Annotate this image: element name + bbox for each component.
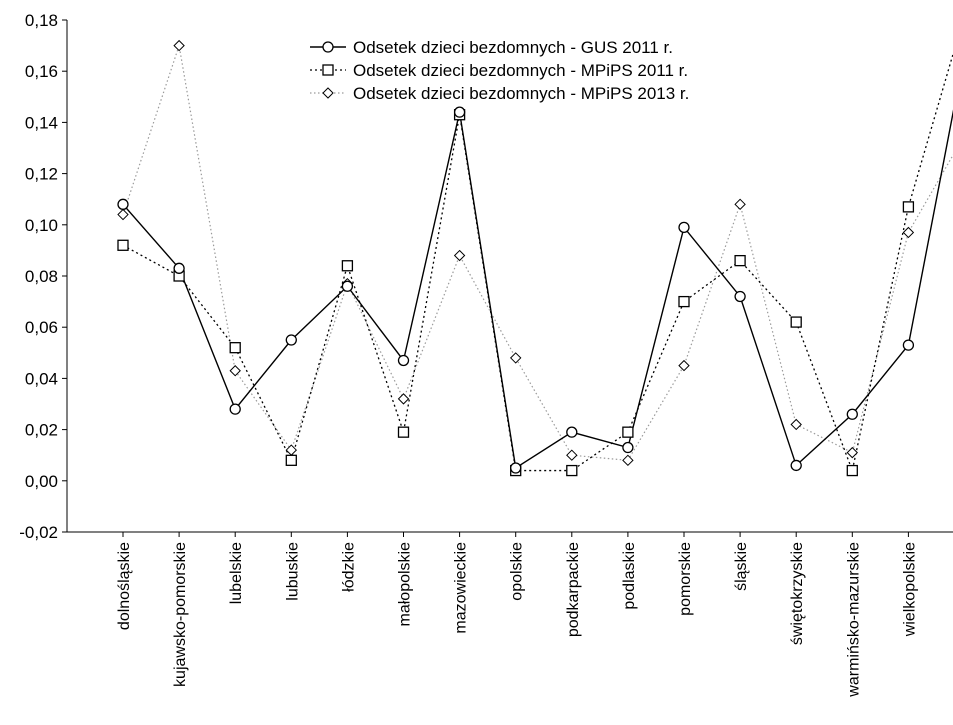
square-marker — [846, 464, 858, 477]
y-tick-label: 0,12 — [25, 165, 58, 184]
square-marker — [622, 426, 634, 438]
series-line — [122, 109, 953, 470]
diamond-marker — [173, 39, 185, 52]
x-tick-label: wielkopolskie — [901, 542, 918, 637]
legend-label: Odsetek dzieci bezdomnych - MPiPS 2013 r… — [353, 84, 689, 103]
x-tick-label: łódzkie — [340, 542, 357, 592]
circle-marker — [510, 462, 522, 474]
y-tick-label: 0,04 — [25, 369, 58, 388]
y-tick-label: 0,18 — [25, 11, 58, 30]
diamond-marker — [453, 249, 466, 262]
y-tick-label: 0,06 — [25, 318, 58, 337]
series-lines — [117, 39, 953, 477]
x-tick-label: lubelskie — [228, 542, 245, 604]
x-tick-label: lubuskie — [284, 542, 301, 601]
square-marker — [117, 239, 129, 251]
circle-marker — [622, 441, 634, 454]
square-marker — [902, 201, 915, 213]
circle-marker — [229, 403, 241, 415]
series-line — [122, 45, 953, 461]
diamond-marker — [229, 365, 241, 377]
square-marker — [734, 254, 746, 267]
circle-marker — [846, 408, 858, 420]
circle-marker — [790, 459, 802, 472]
diamond-marker — [678, 359, 690, 372]
y-tick-label: 0,14 — [25, 113, 58, 132]
square-marker — [341, 260, 354, 272]
circle-marker — [341, 280, 354, 292]
y-tick-label: 0,08 — [25, 267, 58, 286]
diamond-marker — [902, 226, 915, 239]
circle-marker — [285, 334, 297, 346]
x-tick-label: kujawsko-pomorskie — [172, 542, 189, 687]
legend: Odsetek dzieci bezdomnych - GUS 2011 r. O… — [310, 38, 689, 103]
x-tick-label: podlaskie — [621, 542, 638, 610]
x-tick-label: podkarpackie — [565, 542, 582, 637]
x-tick-label: małopolskie — [397, 542, 414, 627]
diamond-marker — [285, 444, 298, 456]
diamond-marker — [509, 352, 522, 364]
circle-marker — [566, 426, 578, 438]
diamond-marker — [734, 198, 746, 211]
square-marker — [566, 464, 578, 477]
y-tick-label: 0,16 — [25, 62, 58, 81]
axes: -0,02 0,00 0,02 0,04 0,06 0,08 0,10 0,12 0,14 0,1… — [19, 11, 953, 698]
x-tick-label: mazowieckie — [453, 542, 470, 634]
y-tick-label: 0,00 — [25, 472, 58, 491]
circle-marker — [322, 41, 334, 53]
diamond-marker — [566, 449, 578, 461]
x-tick-label: śląskie — [733, 542, 750, 591]
legend-label: Odsetek dzieci bezdomnych - MPiPS 2011 r… — [353, 61, 688, 80]
x-tick-label: świętokrzyskie — [789, 542, 806, 645]
square-marker — [678, 295, 690, 308]
x-tick-label: opolskie — [509, 542, 526, 601]
square-marker — [397, 426, 410, 438]
square-marker — [229, 342, 241, 354]
x-tick-label: pomorskie — [677, 542, 694, 616]
x-tick-label: warmińsko-mazurskie — [845, 542, 862, 698]
diamond-marker — [397, 393, 410, 405]
circle-marker — [117, 198, 129, 210]
legend-label: Odsetek dzieci bezdomnych - GUS 2011 r. — [353, 38, 673, 57]
diamond-marker — [622, 454, 634, 467]
y-tick-label: -0,02 — [19, 523, 58, 542]
circle-marker — [734, 290, 746, 303]
square-marker — [790, 316, 802, 328]
diamond-marker — [322, 87, 334, 99]
circle-marker — [678, 221, 690, 234]
square-marker — [322, 64, 334, 76]
square-marker — [285, 454, 297, 466]
circle-marker — [453, 106, 466, 118]
series-clip-group — [117, 39, 953, 477]
circle-marker — [173, 262, 185, 274]
y-tick-label: 0,10 — [25, 216, 58, 235]
diamond-marker — [790, 418, 802, 431]
diamond-marker — [117, 208, 129, 221]
x-tick-label: dolnośląskie — [116, 542, 133, 630]
circle-marker — [397, 354, 410, 367]
diamond-marker — [846, 446, 859, 459]
circle-marker — [902, 339, 915, 351]
y-tick-label: 0,02 — [25, 421, 58, 440]
